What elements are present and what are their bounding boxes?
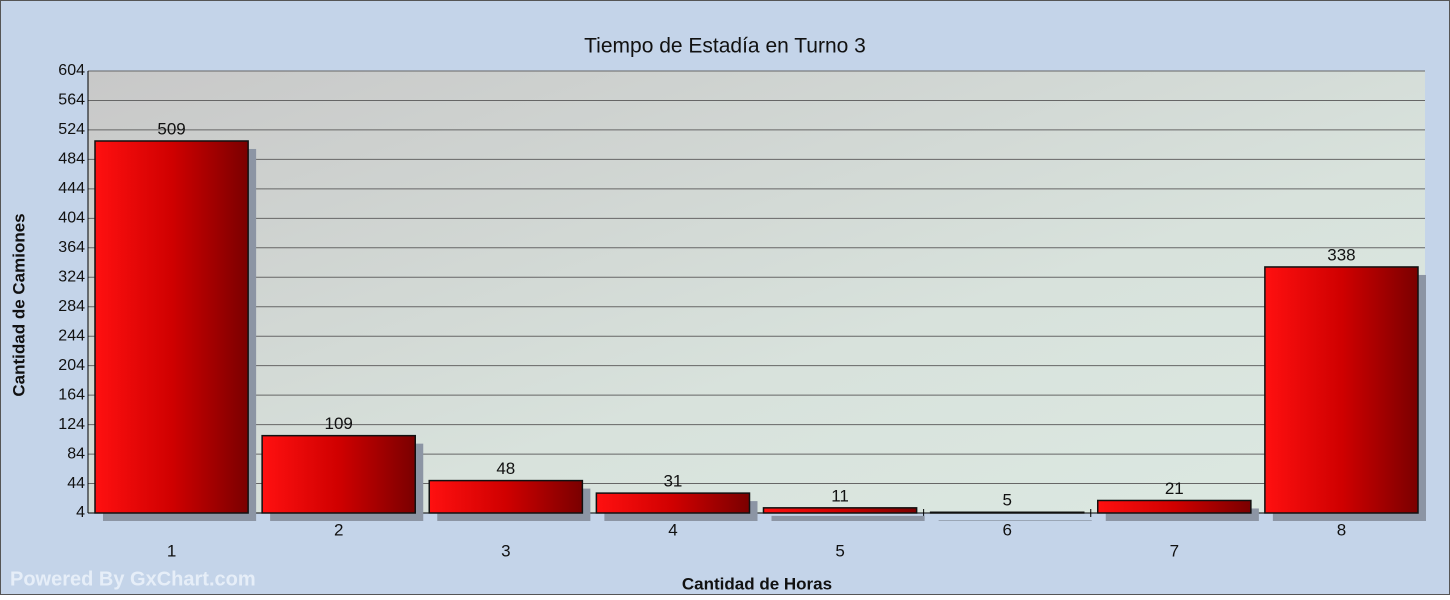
bar [1264,266,1419,514]
bar [929,511,1085,514]
data-label: 509 [157,119,185,138]
y-tick-label: 4 [76,504,85,521]
data-label: 11 [831,486,849,505]
y-tick-label: 44 [67,475,85,492]
y-tick-label: 164 [58,386,85,403]
bar [261,434,416,514]
y-tick-label: 524 [58,121,85,138]
data-label: 109 [325,414,353,433]
data-label: 5 [1002,491,1011,510]
x-axis-label: Cantidad de Horas [682,574,832,593]
y-axis-label: Cantidad de Camiones [9,213,28,396]
y-tick-label: 484 [58,151,85,168]
bar [762,507,918,514]
data-label: 31 [663,472,682,491]
bar-shadow [771,515,925,521]
y-tick-label: 244 [58,327,85,344]
y-tick-label: 404 [58,210,85,227]
y-tick-label: 284 [58,298,85,315]
x-tick-label: 6 [1002,520,1011,539]
y-tick-label: 84 [67,445,85,462]
y-tick-label: 444 [58,180,85,197]
bar [428,479,584,514]
y-tick-label: 324 [58,268,85,285]
y-tick-label: 124 [58,416,85,433]
bar [94,140,249,514]
watermark: Powered By GxChart.com [10,568,256,590]
x-tick-label: 8 [1337,520,1346,539]
x-tick-label: 4 [668,520,677,539]
bar-shadow [938,520,1092,521]
y-tick-label: 204 [58,357,85,374]
x-tick-label: 3 [501,541,510,560]
y-tick-label: 564 [58,92,85,109]
x-tick-label: 1 [167,541,176,560]
y-tick-label: 364 [58,239,85,256]
data-label: 338 [1327,245,1355,264]
bar [1097,499,1252,514]
y-tick-label: 604 [58,62,85,79]
data-label: 21 [1165,479,1184,498]
x-tick-label: 5 [835,541,844,560]
x-tick-label: 2 [334,520,343,539]
data-label: 48 [496,459,515,478]
x-tick-label: 7 [1170,541,1179,560]
chart-title: Tiempo de Estadía en Turno 3 [584,35,866,58]
bar [595,492,751,514]
